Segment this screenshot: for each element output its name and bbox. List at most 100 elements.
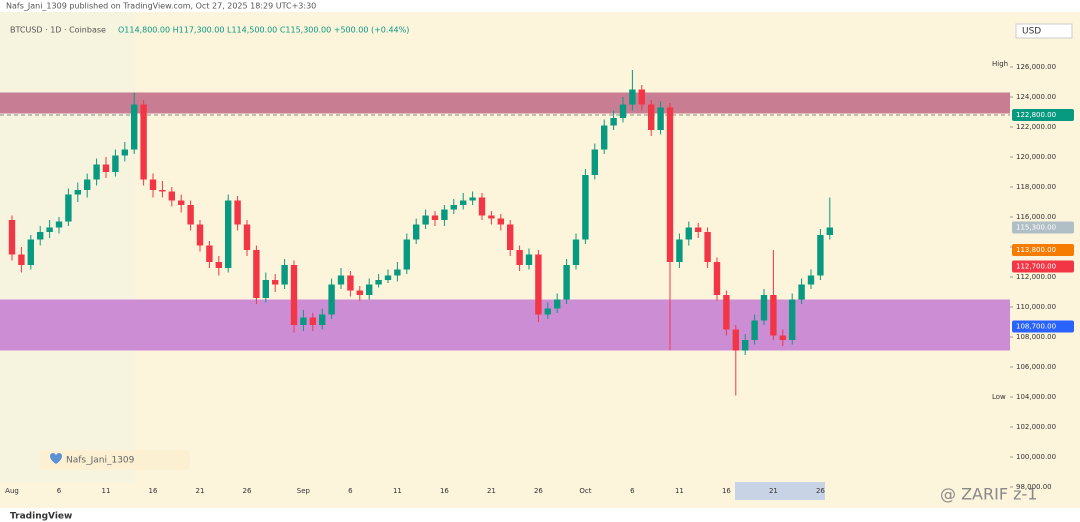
y-tick-label: 120,000.00 [1016, 153, 1056, 161]
candle-body [760, 295, 768, 321]
candle-body [328, 284, 335, 315]
y-tick-label: 124,000.00 [1016, 93, 1056, 101]
candle-body [215, 262, 222, 268]
currency-box [1015, 23, 1073, 39]
candle-body [629, 89, 636, 105]
candle-body [704, 232, 711, 262]
x-tick-label: 21 [769, 487, 778, 495]
candle-body [403, 239, 410, 270]
candle-body [178, 200, 185, 205]
candle-body [131, 104, 138, 150]
candle-body [770, 295, 777, 336]
candle-body [610, 118, 617, 126]
candle-body [488, 215, 495, 219]
candle-body [93, 164, 100, 180]
candle-body [8, 220, 16, 255]
candle-body [826, 227, 833, 235]
price-tag-label: 108,700.00 [1016, 323, 1056, 331]
candle-body [817, 235, 824, 276]
candle-body [225, 200, 232, 268]
price-tag [1012, 260, 1074, 273]
candle-body [394, 269, 401, 276]
candle-body [554, 299, 561, 309]
x-tick-label: 6 [630, 487, 635, 495]
candle-body [243, 224, 251, 250]
candle-body [309, 317, 316, 325]
candle-body [648, 104, 655, 130]
candle-body [159, 190, 166, 192]
candle-body [413, 224, 420, 240]
candle-body [685, 227, 692, 240]
price-tag-label: 112,700.00 [1016, 263, 1056, 271]
badge-text: Nafs_Jani_1309 [66, 456, 135, 466]
price-tag [1012, 320, 1074, 333]
x-tick-label: Oct [579, 487, 591, 495]
candle-body [742, 340, 749, 351]
x-tick-label: 16 [149, 487, 158, 495]
candle-body [262, 280, 269, 298]
candle-body [460, 200, 467, 205]
y-tick-label: 112,000.00 [1016, 273, 1056, 281]
candle-body [356, 290, 363, 295]
y-tick-label: 106,000.00 [1016, 363, 1056, 371]
candle-body [37, 232, 44, 240]
candle-body [375, 280, 382, 285]
candle-body [281, 265, 288, 285]
candle-body [732, 329, 739, 351]
candle-body [234, 200, 241, 225]
candle-body [319, 314, 326, 325]
candle-body [582, 175, 589, 240]
x-tick-label: 11 [675, 487, 684, 495]
price-tag-label: 113,800.00 [1016, 246, 1056, 254]
time-range-highlight [735, 482, 825, 500]
x-tick-label: 6 [348, 487, 353, 495]
x-tick-label: 21 [196, 487, 205, 495]
candle-body [751, 320, 758, 340]
candle-body [441, 209, 448, 220]
header-bar [0, 0, 1080, 12]
price-tag-label: 122,800.00 [1016, 111, 1056, 119]
candle-body [18, 254, 25, 265]
candle-body [55, 221, 63, 228]
badge [40, 450, 190, 470]
candle-body [140, 104, 147, 180]
candle-body [723, 295, 730, 330]
symbol-title: BTCUSD · 1D · Coinbase [10, 26, 106, 35]
x-tick-label: 26 [816, 487, 825, 495]
brand: TradingView [10, 512, 72, 522]
candle-body [168, 191, 175, 201]
y-tick-label: 122,000.00 [1016, 123, 1056, 131]
candle-body [422, 215, 429, 225]
candle-body [591, 149, 598, 175]
y-tick-label: 118,000.00 [1016, 183, 1056, 191]
x-tick-label: 16 [440, 487, 449, 495]
y-tick-label: 108,000.00 [1016, 333, 1056, 341]
y-tick-label: 102,000.00 [1016, 423, 1056, 431]
zone [0, 92, 1010, 114]
candle-body [535, 254, 542, 315]
x-tick-label: 16 [722, 487, 731, 495]
watermark: @ ZARIF z-1 [940, 485, 1037, 504]
candle-body [102, 164, 110, 172]
candle-body [121, 149, 128, 156]
candle-body [478, 197, 486, 216]
candle-body [497, 218, 504, 225]
candle-body [272, 280, 279, 285]
currency: USD [1022, 27, 1041, 37]
candle-body [450, 205, 457, 210]
ohlc-line: O114,800.00 H117,300.00 L114,500.00 C115… [118, 26, 409, 35]
candle-body [638, 89, 645, 105]
candle-body [544, 308, 551, 315]
candle-body [789, 299, 796, 340]
candle-body [563, 265, 570, 300]
candle-body [187, 205, 194, 225]
candle-body [149, 179, 157, 190]
candle-body [431, 215, 439, 220]
candle-body [619, 104, 627, 118]
y-tick-label: 104,000.00 [1016, 393, 1056, 401]
y-tick-label: 116,000.00 [1016, 213, 1056, 221]
y-tick-label: 100,000.00 [1016, 453, 1056, 461]
price-tag-label: 115,300.00 [1016, 224, 1056, 232]
